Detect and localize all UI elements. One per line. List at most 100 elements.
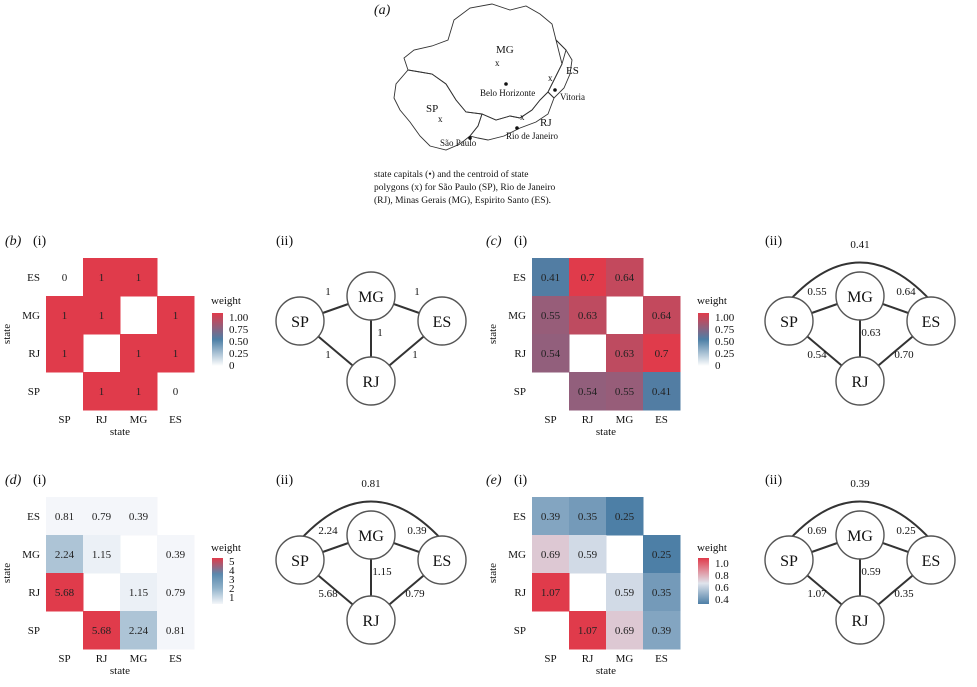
y-tick-label: ES: [513, 511, 526, 523]
legend-tick: 4: [229, 565, 235, 577]
node-label-rj: RJ: [363, 374, 380, 391]
centroid-mark-sp: x: [438, 114, 443, 124]
panel-label-a: (a): [374, 3, 391, 18]
legend-tick: 0.75: [715, 324, 735, 336]
legend-tick: 0.50: [229, 336, 249, 348]
x-tick-label: ES: [655, 653, 668, 665]
heatmap-cell: [157, 573, 195, 612]
node-mg: [835, 510, 885, 560]
heatmap-cell-value: 0.59: [615, 587, 635, 599]
y-tick-label: SP: [514, 625, 526, 637]
heatmap-cell: [120, 258, 158, 297]
edge-label-mg-rj: 1.15: [372, 566, 392, 578]
y-axis-label: state: [487, 563, 499, 583]
y-axis-label: state: [1, 563, 13, 583]
heatmap-cell: [569, 611, 607, 650]
y-tick-label: RJ: [28, 348, 40, 360]
heatmap-cell: [120, 573, 158, 612]
edge-label-sp-es: 0.41: [850, 239, 869, 251]
heatmap-cell: [569, 258, 607, 297]
heatmap-cell-value: 1: [62, 348, 68, 360]
heatmap-cell-value: 0: [173, 386, 179, 398]
heatmap-cell: [532, 573, 570, 612]
heatmap-cell-value: 0.39: [541, 511, 561, 523]
node-es: [417, 296, 467, 346]
y-axis-label: state: [487, 324, 499, 344]
edge-label-es-rj: 0.70: [894, 349, 914, 361]
node-rj: [835, 595, 885, 645]
heatmap-cell-value: 0.64: [615, 272, 635, 284]
state-label-mg: MG: [496, 44, 514, 56]
heatmap-cell: [532, 497, 570, 536]
node-label-rj: RJ: [852, 374, 869, 391]
x-tick-label: SP: [544, 653, 556, 665]
heatmap-cell: [643, 334, 681, 373]
heatmap-cell: [643, 372, 681, 411]
node-label-sp: SP: [780, 553, 798, 570]
heatmap-cell: [83, 258, 121, 297]
heatmap-cell: [606, 372, 644, 411]
node-label-rj: RJ: [363, 613, 380, 630]
panel-label-e: (e): [486, 473, 502, 488]
heatmap-cell: [120, 611, 158, 650]
legend-tick: 0.4: [715, 594, 729, 606]
heatmap-cell: [643, 611, 681, 650]
panel-d-sub-ii: (ii): [276, 473, 293, 488]
edge-label-sp-mg: 0.69: [807, 525, 827, 537]
legend-colorbar: [212, 313, 223, 366]
heatmap-cell-value: 0.39: [652, 625, 672, 637]
legend-c: weight 1.00 0.75 0.50 0.25 0: [697, 295, 735, 372]
node-sp: [275, 296, 325, 346]
panel-c-sub-i: (i): [514, 234, 528, 249]
legend-tick: 0.50: [715, 336, 735, 348]
legend-tick: 1.00: [229, 312, 249, 324]
heatmap-cell-value: 0.64: [652, 310, 672, 322]
node-sp: [275, 535, 325, 585]
x-tick-label: ES: [169, 414, 182, 426]
heatmap-cell-value: 0.35: [652, 587, 672, 599]
edge-label-sp-mg: 1: [325, 286, 331, 298]
heatmap-cell-value: 0.63: [578, 310, 598, 322]
centroid-mark-rj: x: [520, 112, 525, 122]
heatmap-cell: [83, 296, 121, 335]
heatmap-cell-value: 2.24: [129, 625, 149, 637]
node-label-rj: RJ: [852, 613, 869, 630]
centroid-mark-mg: x: [495, 58, 500, 68]
x-tick-label: MG: [616, 414, 634, 426]
node-label-mg: MG: [358, 289, 384, 306]
panel-b-sub-i: (i): [33, 234, 47, 249]
map-caption-line-2: polygons (x) for São Paulo (SP), Rio de …: [374, 182, 556, 193]
edge-sp-es: [788, 261, 932, 302]
legend-tick: 0.25: [229, 348, 249, 360]
y-tick-label: RJ: [514, 587, 526, 599]
x-tick-label: SP: [58, 414, 70, 426]
heatmap-cell: [569, 296, 607, 335]
x-tick-label: ES: [655, 414, 668, 426]
heatmap-cell: [157, 611, 195, 650]
heatmap-cell: [643, 535, 681, 574]
node-rj: [346, 595, 396, 645]
map-caption-line-3: (RJ), Minas Gerais (MG), Espirito Santo …: [374, 195, 551, 206]
node-label-es: ES: [433, 553, 452, 570]
node-es: [906, 296, 956, 346]
heatmap-cell: [46, 296, 84, 335]
heatmap-cell-value: 0.79: [166, 587, 186, 599]
heatmap-e: 0.39 0.35 0.25 0.69 0.59 0.25 1.07 0.59 0.35 1.07…: [487, 497, 681, 677]
heatmap-cell-value: 0.25: [615, 511, 635, 523]
heatmap-cell-value: 5.68: [55, 587, 75, 599]
legend-tick: 0.75: [229, 324, 249, 336]
heatmap-cell: [532, 334, 570, 373]
heatmap-cell: [532, 258, 570, 297]
edge-sp-es: [788, 500, 932, 541]
legend-tick: 0: [229, 360, 235, 372]
node-label-mg: MG: [847, 528, 873, 545]
edge-label-sp-rj: 5.68: [318, 588, 338, 600]
heatmap-cell: [46, 573, 84, 612]
capital-dot-belo-horizonte: [504, 82, 508, 86]
heatmap-cell-value: 1: [99, 310, 105, 322]
heatmap-cell: [46, 535, 84, 574]
heatmap-cell: [606, 611, 644, 650]
heatmap-cell-value: 0.69: [615, 625, 635, 637]
y-tick-label: ES: [27, 272, 40, 284]
node-es: [417, 535, 467, 585]
